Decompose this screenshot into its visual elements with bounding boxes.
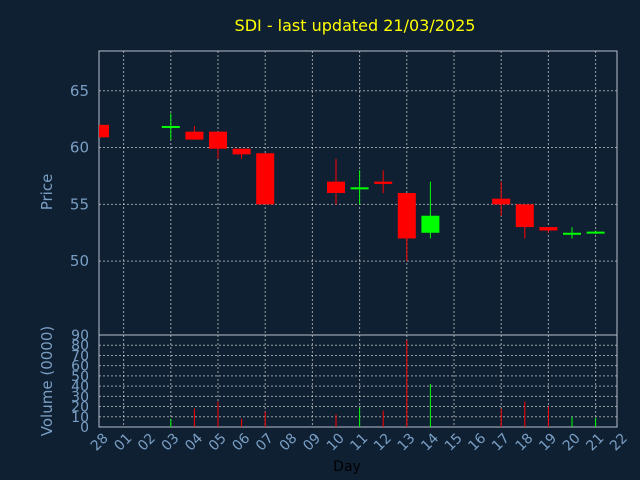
x-tick-label: 03: [159, 430, 183, 454]
volume-tick-label: 70: [71, 348, 89, 364]
x-tick-label: 13: [395, 430, 419, 454]
price-panel: [98, 50, 618, 336]
x-tick-label: 06: [229, 430, 253, 454]
candle: [586, 230, 605, 234]
candle: [563, 227, 581, 239]
candle: [209, 131, 227, 159]
x-tick-label: 04: [182, 430, 206, 454]
candle: [421, 181, 440, 239]
candle: [397, 193, 416, 262]
candle-body: [327, 181, 345, 193]
volume-tick-label: 90: [71, 328, 89, 344]
candle-body: [256, 153, 275, 205]
candle: [539, 227, 558, 233]
candle-body: [350, 187, 369, 190]
x-tick-label: 07: [253, 430, 277, 454]
x-axis-label: Day: [333, 459, 361, 475]
candle-body: [232, 148, 251, 155]
volume-tick-label: 40: [71, 379, 89, 395]
x-ticks: 28 01 02 03 04 05 06 07 08 09 10 11 12 13 14 15 16 17 18 19…: [88, 430, 631, 454]
candle-body: [492, 198, 511, 205]
x-tick-label: 12: [371, 430, 395, 454]
x-tick-label: 21: [583, 430, 607, 454]
candle-body: [563, 232, 581, 235]
x-tick-label: 17: [489, 430, 513, 454]
volume-tick-label: 30: [71, 389, 89, 405]
candle: [515, 204, 534, 239]
candle: [374, 170, 393, 193]
x-tick-label: 22: [607, 430, 631, 454]
x-tick-label: 15: [442, 430, 466, 454]
price-tick-label: 60: [70, 139, 89, 157]
x-tick-label: 18: [513, 430, 537, 454]
x-tick-label: 10: [324, 430, 348, 454]
x-tick-label: 08: [277, 430, 301, 454]
x-tick-label: 28: [88, 430, 112, 454]
volume-tick-label: 80: [71, 338, 89, 354]
candle-body: [161, 125, 180, 128]
candle-body: [397, 193, 416, 239]
volume-tick-label: 0: [80, 420, 89, 436]
candle-body: [99, 124, 109, 138]
price-tick-label: 55: [70, 195, 89, 213]
candle: [185, 125, 204, 140]
volume-tick-label: 50: [71, 369, 89, 385]
volume-tick-label: 60: [71, 359, 89, 375]
chart-title: SDI - last updated 21/03/2025: [235, 16, 476, 35]
price-axis-label: Price: [38, 174, 56, 211]
candle-body: [515, 204, 534, 228]
candle: [256, 153, 275, 205]
candle: [161, 113, 180, 140]
candle: [232, 148, 251, 159]
x-tick-label: 02: [135, 430, 159, 454]
candle: [327, 158, 345, 205]
price-tick-label: 65: [70, 82, 89, 100]
price-y-ticks: 50 55 60 65: [70, 82, 89, 270]
candle-body: [539, 227, 558, 231]
x-tick-label: 19: [536, 430, 560, 454]
volume-tick-label: 20: [71, 400, 89, 416]
volume-tick-label: 10: [71, 410, 89, 426]
x-tick-label: 05: [206, 430, 230, 454]
x-tick-label: 16: [465, 430, 489, 454]
candles: [99, 113, 605, 262]
candle-body: [185, 131, 204, 140]
candle: [492, 181, 511, 216]
candle-body: [374, 181, 393, 184]
candle: [99, 124, 109, 138]
x-tick-label: 09: [300, 430, 324, 454]
volume-axis-label: Volume (0000): [38, 326, 56, 436]
candle: [350, 170, 369, 205]
candle-body: [421, 215, 440, 233]
x-tick-label: 01: [111, 430, 135, 454]
x-tick-label: 11: [347, 430, 371, 454]
price-tick-label: 50: [70, 252, 89, 270]
candle-body: [586, 231, 605, 234]
volume-panel: [98, 334, 618, 428]
candle-body: [209, 131, 227, 149]
x-tick-label: 14: [418, 430, 442, 454]
volume-bars: [170, 340, 597, 427]
x-tick-label: 20: [560, 430, 584, 454]
